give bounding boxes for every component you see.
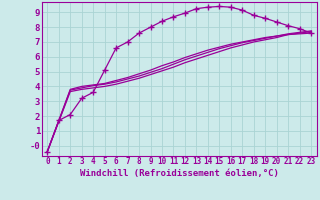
X-axis label: Windchill (Refroidissement éolien,°C): Windchill (Refroidissement éolien,°C) — [80, 169, 279, 178]
